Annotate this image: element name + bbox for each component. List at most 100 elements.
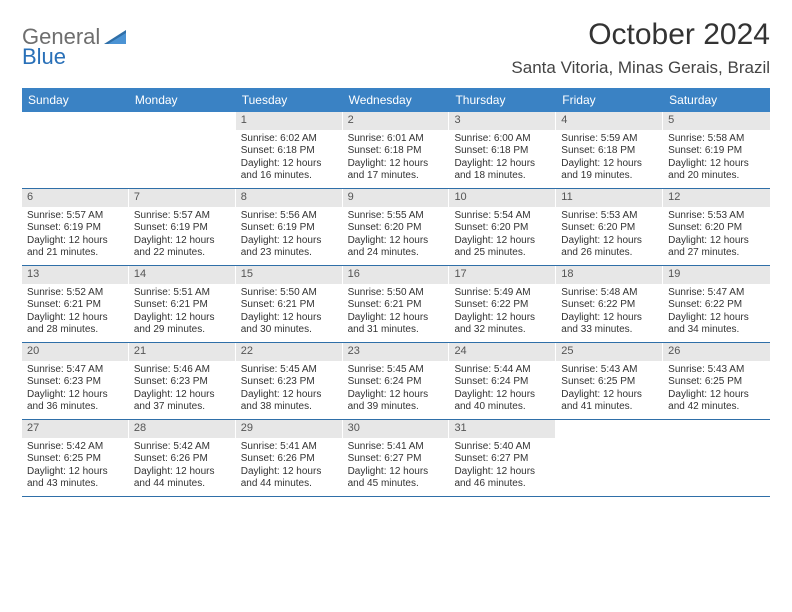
- sunrise-text: Sunrise: 5:47 AM: [27, 364, 124, 377]
- day-number: 7: [129, 189, 236, 207]
- day-body: Sunrise: 5:42 AMSunset: 6:25 PMDaylight:…: [22, 438, 129, 495]
- sunset-text: Sunset: 6:20 PM: [348, 222, 445, 235]
- sunset-text: Sunset: 6:26 PM: [241, 453, 338, 466]
- daylight-text: Daylight: 12 hours and 26 minutes.: [561, 235, 658, 260]
- day-number: 17: [449, 266, 556, 284]
- day-cell: 27Sunrise: 5:42 AMSunset: 6:25 PMDayligh…: [22, 420, 129, 496]
- day-body: Sunrise: 5:57 AMSunset: 6:19 PMDaylight:…: [22, 207, 129, 264]
- sunset-text: Sunset: 6:21 PM: [241, 299, 338, 312]
- day-number: 21: [129, 343, 236, 361]
- day-number: 2: [343, 112, 450, 130]
- day-cell: 25Sunrise: 5:43 AMSunset: 6:25 PMDayligh…: [556, 343, 663, 419]
- day-number: 5: [663, 112, 770, 130]
- sunrise-text: Sunrise: 5:50 AM: [241, 287, 338, 300]
- logo-blue: Blue: [22, 46, 100, 68]
- sunrise-text: Sunrise: 5:54 AM: [454, 210, 551, 223]
- sunset-text: Sunset: 6:24 PM: [454, 376, 551, 389]
- week-row: 27Sunrise: 5:42 AMSunset: 6:25 PMDayligh…: [22, 420, 770, 497]
- day-cell: 8Sunrise: 5:56 AMSunset: 6:19 PMDaylight…: [236, 189, 343, 265]
- sunset-text: Sunset: 6:18 PM: [348, 145, 445, 158]
- sunrise-text: Sunrise: 5:43 AM: [668, 364, 765, 377]
- day-number: 30: [343, 420, 450, 438]
- sunset-text: Sunset: 6:25 PM: [668, 376, 765, 389]
- sunset-text: Sunset: 6:20 PM: [454, 222, 551, 235]
- sunset-text: Sunset: 6:23 PM: [27, 376, 124, 389]
- logo-triangle-icon: [104, 28, 130, 53]
- weekday-header: Wednesday: [343, 88, 450, 112]
- day-cell: 17 Sunrise: 5:49 AMSunset: 6:22 PMDayligh…: [449, 266, 556, 342]
- sunrise-text: Sunrise: 5:47 AM: [668, 287, 765, 300]
- day-number: 18: [556, 266, 663, 284]
- day-number: 1: [236, 112, 343, 130]
- daylight-text: Daylight: 12 hours and 32 minutes.: [454, 312, 551, 337]
- day-number: 26: [663, 343, 770, 361]
- daylight-text: Daylight: 12 hours and 41 minutes.: [561, 389, 658, 414]
- sunset-text: Sunset: 6:25 PM: [27, 453, 124, 466]
- daylight-text: Daylight: 12 hours and 28 minutes.: [27, 312, 124, 337]
- day-body: Sunrise: 5:50 AMSunset: 6:21 PMDaylight:…: [343, 284, 450, 341]
- sunrise-text: Sunrise: 5:53 AM: [561, 210, 658, 223]
- sunset-text: Sunset: 6:20 PM: [668, 222, 765, 235]
- day-number: 23: [343, 343, 450, 361]
- sunrise-text: Sunrise: 5:44 AM: [454, 364, 551, 377]
- day-cell: 14Sunrise: 5:51 AMSunset: 6:21 PMDayligh…: [129, 266, 236, 342]
- week-row: 20Sunrise: 5:47 AMSunset: 6:23 PMDayligh…: [22, 343, 770, 420]
- sunset-text: Sunset: 6:18 PM: [561, 145, 658, 158]
- sunrise-text: Sunrise: 5:49 AM: [454, 287, 551, 300]
- day-cell: 3Sunrise: 6:00 AMSunset: 6:18 PMDaylight…: [449, 112, 556, 188]
- daylight-text: Daylight: 12 hours and 16 minutes.: [241, 158, 338, 183]
- daylight-text: Daylight: 12 hours and 23 minutes.: [241, 235, 338, 260]
- day-body: Sunrise: 5:41 AMSunset: 6:27 PMDaylight:…: [343, 438, 450, 495]
- title-block: October 2024 Santa Vitoria, Minas Gerais…: [511, 18, 770, 78]
- sunset-text: Sunset: 6:18 PM: [241, 145, 338, 158]
- sunset-text: Sunset: 6:23 PM: [241, 376, 338, 389]
- day-cell: [129, 112, 236, 188]
- day-cell: 9Sunrise: 5:55 AMSunset: 6:20 PMDaylight…: [343, 189, 450, 265]
- day-cell: [556, 420, 663, 496]
- sunset-text: Sunset: 6:19 PM: [668, 145, 765, 158]
- day-body: Sunrise: 5:43 AMSunset: 6:25 PMDaylight:…: [556, 361, 663, 418]
- daylight-text: Daylight: 12 hours and 37 minutes.: [134, 389, 231, 414]
- day-body: Sunrise: 5:48 AMSunset: 6:22 PMDaylight:…: [556, 284, 663, 341]
- daylight-text: Daylight: 12 hours and 38 minutes.: [241, 389, 338, 414]
- sunset-text: Sunset: 6:19 PM: [134, 222, 231, 235]
- sunset-text: Sunset: 6:22 PM: [454, 299, 551, 312]
- day-number: 25: [556, 343, 663, 361]
- day-cell: 22 Sunrise: 5:45 AMSunset: 6:23 PMDayligh…: [236, 343, 343, 419]
- day-body: Sunrise: 5:41 AMSunset: 6:26 PMDaylight:…: [236, 438, 343, 495]
- weekday-header: Friday: [556, 88, 663, 112]
- header: General Blue October 2024 Santa Vitoria,…: [22, 18, 770, 78]
- daylight-text: Daylight: 12 hours and 43 minutes.: [27, 466, 124, 491]
- daylight-text: Daylight: 12 hours and 39 minutes.: [348, 389, 445, 414]
- day-number: 22: [236, 343, 343, 361]
- day-body: Sunrise: 5:59 AMSunset: 6:18 PMDaylight:…: [556, 130, 663, 187]
- daylight-text: Daylight: 12 hours and 25 minutes.: [454, 235, 551, 260]
- sunrise-text: Sunrise: 5:45 AM: [241, 364, 338, 377]
- day-number: 11: [556, 189, 663, 207]
- weekday-header: Sunday: [22, 88, 129, 112]
- day-body: Sunrise: 5:53 AMSunset: 6:20 PMDaylight:…: [556, 207, 663, 264]
- weeks-container: 1Sunrise: 6:02 AMSunset: 6:18 PMDaylight…: [22, 112, 770, 497]
- day-cell: 1Sunrise: 6:02 AMSunset: 6:18 PMDaylight…: [236, 112, 343, 188]
- sunrise-text: Sunrise: 5:41 AM: [241, 441, 338, 454]
- sunrise-text: Sunrise: 5:46 AM: [134, 364, 231, 377]
- day-number: 10: [449, 189, 556, 207]
- day-body: Sunrise: 5:43 AMSunset: 6:25 PMDaylight:…: [663, 361, 770, 418]
- sunset-text: Sunset: 6:18 PM: [454, 145, 551, 158]
- daylight-text: Daylight: 12 hours and 44 minutes.: [134, 466, 231, 491]
- sunset-text: Sunset: 6:19 PM: [241, 222, 338, 235]
- sunrise-text: Sunrise: 6:01 AM: [348, 133, 445, 146]
- daylight-text: Daylight: 12 hours and 36 minutes.: [27, 389, 124, 414]
- day-body: Sunrise: 5:47 AMSunset: 6:23 PMDaylight:…: [22, 361, 129, 418]
- day-number: 13: [22, 266, 129, 284]
- day-cell: 16Sunrise: 5:50 AMSunset: 6:21 PMDayligh…: [343, 266, 450, 342]
- logo: General Blue: [22, 18, 130, 68]
- location: Santa Vitoria, Minas Gerais, Brazil: [511, 58, 770, 78]
- daylight-text: Daylight: 12 hours and 34 minutes.: [668, 312, 765, 337]
- daylight-text: Daylight: 12 hours and 33 minutes.: [561, 312, 658, 337]
- sunrise-text: Sunrise: 5:42 AM: [27, 441, 124, 454]
- day-cell: 4Sunrise: 5:59 AMSunset: 6:18 PMDaylight…: [556, 112, 663, 188]
- daylight-text: Daylight: 12 hours and 42 minutes.: [668, 389, 765, 414]
- day-body: Sunrise: 5:47 AMSunset: 6:22 PMDaylight:…: [663, 284, 770, 341]
- day-cell: 31Sunrise: 5:40 AMSunset: 6:27 PMDayligh…: [449, 420, 556, 496]
